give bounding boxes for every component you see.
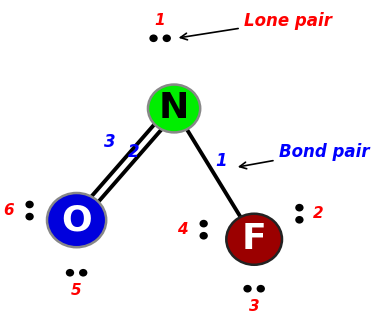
Circle shape bbox=[66, 269, 74, 277]
Circle shape bbox=[26, 201, 34, 208]
Text: 2: 2 bbox=[128, 143, 140, 160]
Text: Bond pair: Bond pair bbox=[240, 143, 369, 169]
Circle shape bbox=[47, 193, 106, 247]
Circle shape bbox=[79, 269, 87, 277]
Text: 1: 1 bbox=[215, 152, 227, 170]
Circle shape bbox=[256, 285, 265, 293]
Circle shape bbox=[148, 85, 200, 132]
Circle shape bbox=[243, 285, 252, 293]
Circle shape bbox=[200, 232, 208, 240]
Circle shape bbox=[149, 34, 158, 42]
Text: 6: 6 bbox=[3, 203, 14, 218]
Circle shape bbox=[200, 220, 208, 227]
Text: N: N bbox=[159, 92, 189, 125]
Circle shape bbox=[26, 213, 34, 220]
Text: 5: 5 bbox=[71, 283, 82, 299]
Text: O: O bbox=[61, 203, 92, 237]
Text: 4: 4 bbox=[177, 222, 188, 237]
Text: 1: 1 bbox=[155, 13, 165, 28]
Text: 2: 2 bbox=[313, 206, 324, 221]
Text: 3: 3 bbox=[104, 133, 115, 151]
Circle shape bbox=[162, 34, 171, 42]
Text: F: F bbox=[242, 222, 267, 256]
Circle shape bbox=[295, 216, 303, 224]
Circle shape bbox=[226, 214, 282, 265]
Circle shape bbox=[295, 204, 303, 211]
Text: Lone pair: Lone pair bbox=[180, 12, 332, 40]
Text: 3: 3 bbox=[249, 299, 259, 314]
